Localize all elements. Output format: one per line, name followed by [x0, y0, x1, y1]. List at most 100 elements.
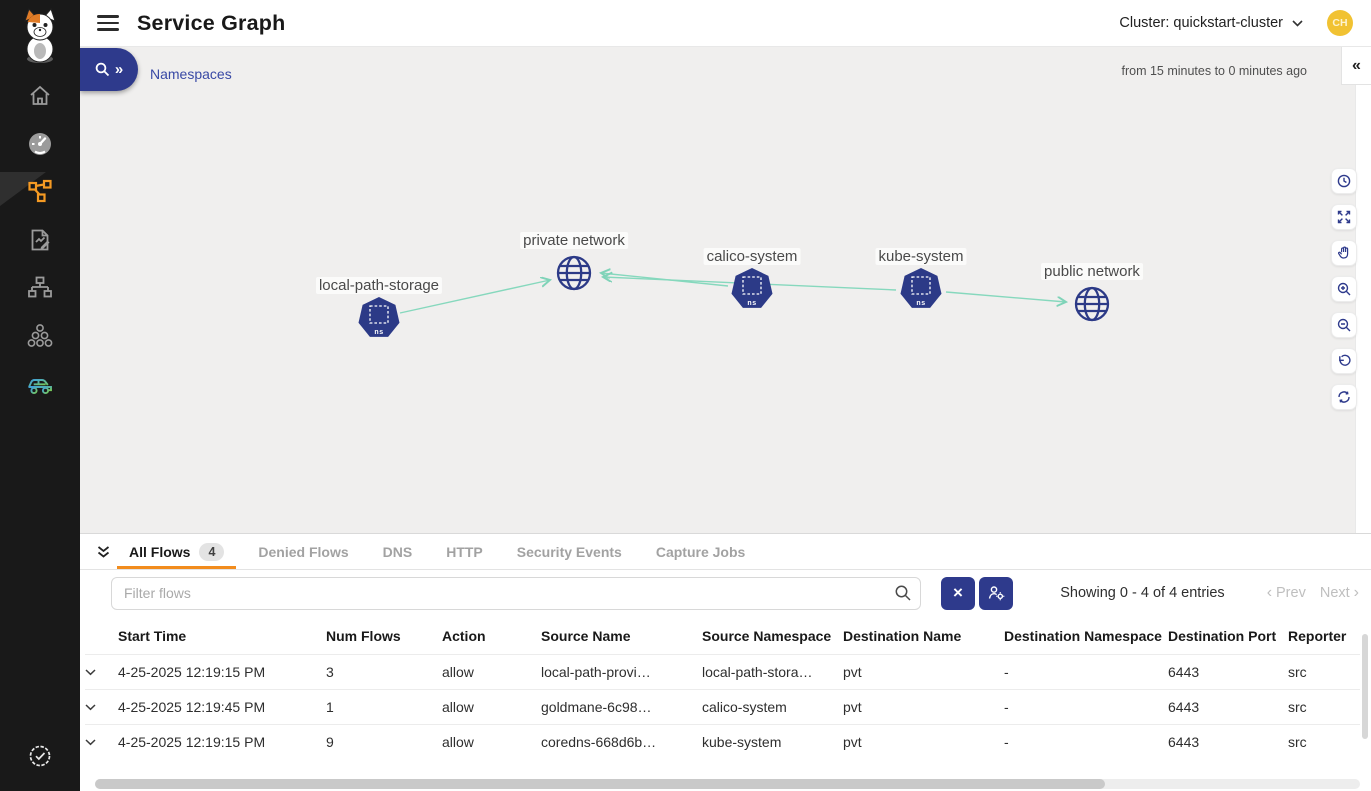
graph-node-label: public network: [1041, 263, 1143, 280]
undo-icon[interactable]: [1331, 348, 1357, 374]
sidebar-item-policies[interactable]: [0, 216, 80, 264]
row-expand-chevron-icon[interactable]: [85, 689, 118, 725]
sidebar-item-network[interactable]: [0, 264, 80, 312]
graph-toolbar: [1331, 168, 1357, 410]
top-header: Service Graph Cluster: quickstart-cluste…: [80, 0, 1371, 47]
col-destination-port: Destination Port: [1168, 628, 1277, 644]
fit-screen-icon[interactable]: [1331, 204, 1357, 230]
search-icon: [95, 62, 109, 77]
graph-node-namespace[interactable]: local-path-storage ns: [315, 277, 443, 339]
table-row[interactable]: 4-25-2025 12:19:15 PM 3 allow local-path…: [85, 654, 1360, 690]
graph-node-label: local-path-storage: [315, 277, 443, 294]
all-flows-count-badge: 4: [199, 542, 225, 561]
sidebar-item-dashboard[interactable]: [0, 120, 80, 168]
globe-icon: [1071, 283, 1113, 325]
zoom-out-icon[interactable]: [1331, 312, 1357, 338]
cluster-icon: [27, 324, 53, 347]
globe-icon: [553, 252, 595, 294]
avatar[interactable]: CH: [1327, 10, 1353, 36]
verified-badge-icon: [29, 745, 51, 767]
zoom-in-icon[interactable]: [1331, 276, 1357, 302]
graph-node-network[interactable]: private network: [520, 232, 628, 294]
col-action: Action: [442, 628, 486, 644]
tab-all-flows[interactable]: All Flows 4: [116, 534, 237, 569]
service-graph-canvas[interactable]: [80, 47, 1371, 533]
flows-panel: All Flows 4 Denied Flows DNS HTTP Securi…: [80, 533, 1371, 791]
tab-denied-flows[interactable]: Denied Flows: [258, 543, 349, 560]
namespace-node-icon: ns: [898, 268, 944, 310]
compliance-car-icon: [28, 379, 52, 395]
namespace-node-icon: ns: [729, 268, 775, 310]
tab-http[interactable]: HTTP: [446, 543, 483, 560]
sidebar-item-home[interactable]: [0, 72, 80, 120]
tab-dns[interactable]: DNS: [382, 543, 413, 560]
sidebar-item-service-graph[interactable]: [0, 168, 80, 216]
cluster-selector-label: Cluster: quickstart-cluster: [1119, 15, 1283, 31]
showing-entries-label: Showing 0 - 4 of 4 entries: [1060, 585, 1225, 601]
table-header-row: Start Time Num Flows Action Source Name …: [85, 616, 1360, 655]
col-reporter: Reporter: [1288, 628, 1347, 644]
flows-table: Start Time Num Flows Action Source Name …: [80, 616, 1371, 759]
horizontal-scrollbar[interactable]: [95, 779, 1360, 789]
expand-chevrons-icon: »: [114, 61, 124, 78]
breadcrumb[interactable]: Namespaces: [150, 66, 232, 82]
table-row[interactable]: 4-25-2025 12:19:15 PM 9 allow coredns-66…: [85, 724, 1360, 759]
sidebar-item-cluster[interactable]: [0, 312, 80, 360]
col-destination-name: Destination Name: [843, 628, 962, 644]
row-expand-chevron-icon[interactable]: [85, 654, 118, 690]
clear-filter-button[interactable]: ×: [941, 576, 975, 610]
vertical-scrollbar-thumb[interactable]: [1362, 634, 1368, 739]
tab-security-events[interactable]: Security Events: [516, 543, 622, 560]
policies-icon: [31, 229, 50, 251]
graph-node-namespace[interactable]: kube-system ns: [875, 248, 967, 310]
panel-collapse-chevrons-icon[interactable]: [96, 534, 111, 569]
tab-capture-jobs[interactable]: Capture Jobs: [655, 543, 746, 560]
dashboard-gauge-icon: [29, 133, 51, 155]
chevron-left-icon: ‹: [1266, 584, 1273, 601]
flows-tabs: All Flows 4 Denied Flows DNS HTTP Securi…: [80, 534, 1371, 570]
clock-icon[interactable]: [1331, 168, 1357, 194]
prev-button[interactable]: ‹ Prev: [1266, 584, 1306, 601]
chevron-down-icon: [1292, 19, 1303, 27]
service-graph-icon: [28, 179, 52, 203]
graph-node-namespace[interactable]: calico-system ns: [703, 248, 801, 310]
sidebar: [0, 0, 80, 791]
horizontal-scrollbar-thumb[interactable]: [95, 779, 1105, 789]
hamburger-menu-icon[interactable]: [97, 15, 119, 31]
search-icon[interactable]: [894, 584, 912, 602]
pagination: ‹ Prev Next ›: [1267, 584, 1359, 602]
refresh-icon[interactable]: [1331, 384, 1357, 410]
user-settings-button[interactable]: [979, 576, 1013, 610]
table-row[interactable]: 4-25-2025 12:19:45 PM 1 allow goldmane-6…: [85, 689, 1360, 725]
sidebar-footer[interactable]: [0, 743, 80, 769]
flows-controls: × Showing 0 - 4 of 4 entries ‹Prev Next›: [80, 570, 1371, 616]
filter-flows-input[interactable]: [111, 576, 921, 610]
chevron-right-icon: ›: [1353, 584, 1359, 601]
time-range-label: from 15 minutes to 0 minutes ago: [1121, 64, 1307, 78]
namespace-node-icon: ns: [356, 297, 402, 339]
col-source-namespace: Source Namespace: [702, 628, 832, 644]
graph-node-label: private network: [520, 232, 628, 249]
sidebar-item-compliance[interactable]: [0, 360, 80, 408]
col-destination-namespace: Destination Namespace: [1004, 628, 1162, 644]
graph-search-button[interactable]: »: [80, 48, 138, 91]
network-tree-icon: [28, 276, 52, 298]
panel-expand-button[interactable]: «: [1341, 47, 1371, 85]
graph-node-network[interactable]: public network: [1041, 263, 1143, 325]
vertical-scrollbar[interactable]: [1362, 634, 1368, 784]
col-num-flows: Num Flows: [326, 628, 401, 644]
next-button[interactable]: Next ›: [1319, 584, 1359, 601]
col-start-time: Start Time: [118, 628, 187, 644]
graph-node-label: calico-system: [703, 248, 801, 265]
col-source-name: Source Name: [541, 628, 631, 644]
right-panel-collapsed: [1355, 47, 1371, 533]
cluster-selector[interactable]: Cluster: quickstart-cluster: [1119, 15, 1303, 31]
home-icon: [30, 85, 50, 105]
calico-cat-logo[interactable]: [0, 0, 80, 72]
pan-hand-icon[interactable]: [1331, 240, 1357, 266]
graph-node-label: kube-system: [875, 248, 967, 265]
user-gear-icon: [988, 586, 1004, 601]
row-expand-chevron-icon[interactable]: [85, 724, 118, 759]
page-title: Service Graph: [137, 10, 286, 35]
graph-edges: [399, 47, 1371, 314]
